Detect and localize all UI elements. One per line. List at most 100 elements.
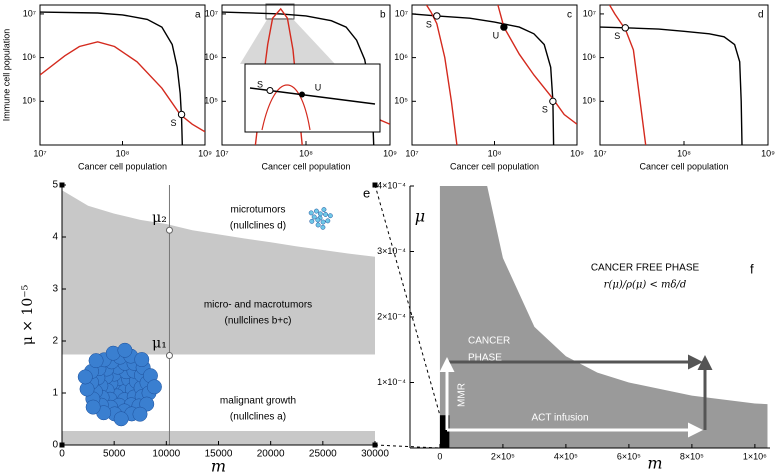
cell [320, 219, 326, 225]
x-tick-label: 10⁸ [116, 148, 130, 158]
x-tick-label: 0 [59, 449, 65, 460]
point-label: S [426, 19, 432, 29]
zoom-link [374, 184, 441, 416]
inset-u [299, 91, 305, 98]
phase-label: PHASE [468, 353, 502, 364]
cell [85, 399, 101, 415]
x-axis-label: m [211, 457, 226, 476]
x-tick-label: 30000 [361, 449, 389, 460]
region-label: microtumors [230, 205, 285, 216]
nullcline [600, 26, 743, 145]
cell [320, 224, 326, 230]
inset-s [266, 87, 274, 94]
y-tick-label: 10⁷ [23, 8, 36, 18]
x-tick-label: 10⁷ [405, 148, 418, 158]
cell [113, 411, 129, 427]
x-tick-label: 10⁹ [383, 148, 397, 158]
cell [321, 207, 327, 213]
region-label: malignant growth [220, 396, 296, 407]
cell [315, 217, 321, 223]
cell [315, 222, 321, 228]
fixed-point [177, 110, 186, 119]
y-tick-label: 10⁶ [582, 52, 596, 62]
x-tick-label: 10⁷ [215, 148, 228, 158]
x-tick-label: 10⁷ [593, 148, 606, 158]
point-label: S [614, 31, 620, 41]
frame [39, 4, 206, 146]
x-tick-label: 10⁷ [33, 148, 46, 158]
cell [325, 218, 331, 224]
region-label: (nullclines a) [230, 412, 286, 423]
panel-label: a [195, 10, 201, 21]
cell [313, 208, 319, 214]
threshold-label: μ₁ [152, 336, 167, 352]
x-tick-label: 10⁸ [299, 148, 313, 158]
y-tick-label: 3 [52, 284, 58, 295]
y-axis-label: μ × 10⁻⁵ [20, 284, 36, 345]
y-tick-label: 1×10⁻⁴ [377, 377, 406, 387]
phase-label: r(μ)/ρ(μ) < mδ/d [604, 280, 687, 291]
nullcline [40, 11, 183, 145]
x-tick-label: 4×10⁵ [554, 451, 578, 461]
y-tick-label: 10⁵ [394, 96, 408, 106]
fixed-point [621, 24, 629, 32]
x-tick-label: 10000 [152, 449, 180, 460]
nullcline [40, 41, 205, 133]
region [62, 430, 375, 445]
x-tick-label: 6×10⁵ [617, 451, 641, 461]
x-tick-label: 10⁸ [677, 148, 691, 158]
phase-label: ACT infusion [531, 413, 588, 424]
y-tick-label: 0 [52, 440, 58, 451]
phase-label: CANCER FREE PHASE [591, 263, 700, 274]
threshold [165, 352, 173, 360]
fixed-point [500, 23, 508, 31]
x-axis-label: Cancer cell population [639, 161, 728, 171]
y-tick-label: 10⁶ [22, 52, 36, 62]
cancer-phase [439, 186, 768, 448]
x-tick-label: 15000 [205, 449, 233, 460]
cell [311, 214, 317, 220]
threshold-label: μ₂ [152, 210, 167, 226]
y-tick-label: 10⁵ [582, 96, 596, 106]
y-tick-label: 4 [52, 232, 58, 243]
cell [323, 212, 328, 217]
y-tick-label: 10⁷ [395, 8, 408, 18]
fixed-point [549, 97, 557, 106]
cell [146, 379, 162, 395]
y-tick-label: 10⁵ [204, 96, 218, 106]
y-tick-label: 10⁶ [204, 52, 218, 62]
panel-label: e [363, 185, 370, 200]
cell [317, 211, 323, 217]
zoom-wedge [240, 18, 335, 64]
x-tick-label: 20000 [257, 449, 285, 460]
x-axis-label: m [647, 454, 662, 473]
x-tick-label: 10⁹ [761, 148, 775, 158]
y-tick-label: 2×10⁻⁴ [377, 311, 406, 321]
x-axis-label: Cancer cell population [261, 161, 350, 171]
panel-label: c [567, 10, 572, 21]
x-tick-label: 8×10⁵ [680, 451, 704, 461]
inset-label: U [315, 82, 322, 92]
y-axis-label: Immune cell population [1, 29, 11, 122]
cell [308, 210, 314, 216]
phase-label: CANCER [468, 336, 510, 347]
cell [309, 218, 315, 224]
x-tick-label: 1×10⁶ [743, 451, 767, 461]
inset-frame [244, 63, 381, 133]
threshold [165, 226, 173, 234]
region-label: (nullclines d) [230, 221, 286, 232]
point-label: S [542, 105, 548, 115]
y-tick-label: 10⁵ [22, 96, 36, 106]
phase-label: MMR [457, 383, 468, 407]
x-axis-label: Cancer cell population [450, 161, 539, 171]
region [62, 190, 375, 355]
x-tick-label: 10⁹ [198, 148, 212, 158]
cell [77, 369, 93, 385]
y-tick-label: 10⁷ [205, 8, 218, 18]
x-tick-label: 0 [437, 451, 442, 461]
x-tick-label: 25000 [309, 449, 337, 460]
y-tick-label: 5 [52, 180, 58, 191]
zoom-box [265, 3, 295, 20]
y-tick-label: 10⁷ [583, 8, 596, 18]
